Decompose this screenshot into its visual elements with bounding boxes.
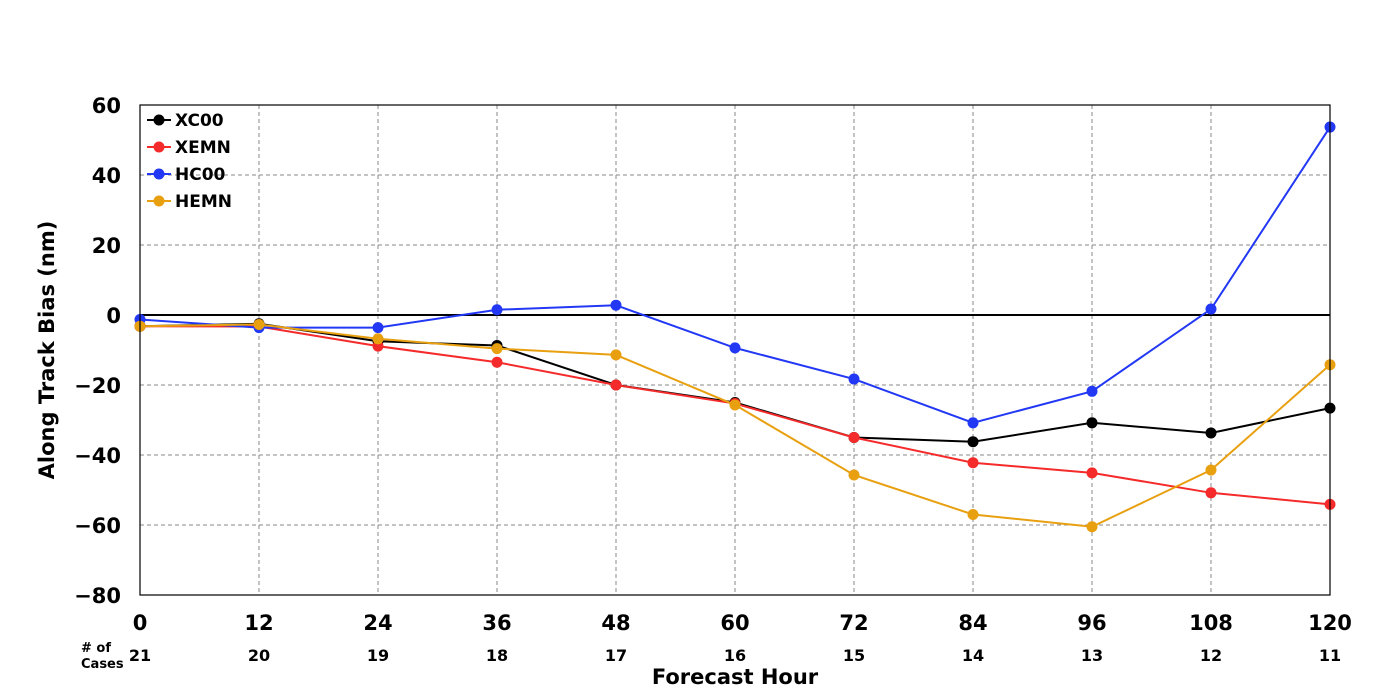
data-point <box>1086 467 1098 479</box>
x-tick-label: 96 <box>1077 611 1106 635</box>
y-tick-label: −60 <box>74 514 121 538</box>
data-point <box>253 318 265 330</box>
x-tick-label: 0 <box>133 611 148 635</box>
legend-marker <box>153 195 165 207</box>
y-tick-label: 60 <box>92 94 121 118</box>
case-count-label: 18 <box>486 646 508 665</box>
data-point <box>1205 303 1217 315</box>
legend-item-xc00: XC00 <box>147 111 224 131</box>
data-point <box>372 322 384 334</box>
data-point <box>1086 417 1098 429</box>
legend-item-hc00: HC00 <box>147 165 226 185</box>
data-point <box>967 509 979 520</box>
x-tick-label: 108 <box>1189 611 1233 635</box>
case-count-label: 12 <box>1200 646 1222 665</box>
data-point <box>848 469 860 481</box>
case-count-label: 11 <box>1319 646 1341 665</box>
data-point <box>848 373 860 385</box>
legend: XC00 XEMN HC00 HEMN <box>147 111 232 212</box>
legend-item-xemn: XEMN <box>147 138 231 158</box>
legend-marker <box>153 141 165 153</box>
x-tick-label: 120 <box>1308 611 1352 635</box>
legend-label: HEMN <box>175 192 232 212</box>
x-tick-labels: 0 12 24 36 48 60 72 84 96 108 120 <box>133 611 1352 635</box>
case-count-label: 21 <box>129 646 151 665</box>
x-tick-label: 72 <box>839 611 868 635</box>
legend-item-hemn: HEMN <box>147 192 232 212</box>
data-point <box>491 356 503 368</box>
case-count-labels: 21 20 19 18 17 16 15 14 13 12 11 <box>129 646 1341 665</box>
x-axis-label: Forecast Hour <box>652 665 819 689</box>
data-point <box>1205 427 1217 439</box>
data-point <box>729 342 741 354</box>
case-count-label: 16 <box>724 646 746 665</box>
x-tick-label: 48 <box>601 611 630 635</box>
legend-marker <box>153 114 165 126</box>
plot-frame <box>139 104 1331 596</box>
data-point <box>967 436 979 448</box>
case-count-label: 13 <box>1081 646 1103 665</box>
data-point <box>967 417 979 429</box>
y-tick-label: 0 <box>106 304 121 328</box>
data-point <box>491 343 503 355</box>
legend-label: XEMN <box>175 138 231 158</box>
legend-label: XC00 <box>175 111 224 131</box>
data-point <box>610 349 622 361</box>
series-layer <box>134 121 1336 533</box>
y-tick-label: −80 <box>74 584 121 608</box>
data-point <box>729 399 741 411</box>
cases-label-line1: # of <box>81 641 111 656</box>
case-count-label: 15 <box>843 646 865 665</box>
data-point <box>1205 487 1217 499</box>
case-count-label: 19 <box>367 646 389 665</box>
y-axis-label: Along Track Bias (nm) <box>35 221 59 480</box>
data-point <box>967 457 979 469</box>
y-tick-label: −40 <box>74 444 121 468</box>
x-tick-label: 12 <box>244 611 273 635</box>
series-hc00 <box>134 121 1336 429</box>
data-point <box>1205 464 1217 476</box>
legend-marker <box>153 168 165 180</box>
series-hemn <box>134 318 1336 533</box>
data-point <box>491 304 503 316</box>
data-point <box>848 432 860 443</box>
x-tick-label: 36 <box>482 611 511 635</box>
cases-label-line2: Cases <box>81 657 124 672</box>
data-point <box>610 299 622 311</box>
y-tick-label: 20 <box>92 234 121 258</box>
data-point <box>372 333 384 345</box>
data-point <box>610 379 622 391</box>
case-count-label: 20 <box>248 646 270 665</box>
y-tick-labels: −80 −60 −40 −20 0 20 40 60 <box>74 94 121 608</box>
y-tick-label: −20 <box>74 374 121 398</box>
y-tick-label: 40 <box>92 164 121 188</box>
case-count-label: 14 <box>962 646 984 665</box>
x-tick-label: 60 <box>720 611 749 635</box>
x-tick-label: 84 <box>958 611 987 635</box>
x-tick-label: 24 <box>363 611 392 635</box>
data-point <box>1086 521 1098 533</box>
data-point <box>1086 385 1098 397</box>
legend-label: HC00 <box>175 165 226 185</box>
case-count-label: 17 <box>605 646 627 665</box>
